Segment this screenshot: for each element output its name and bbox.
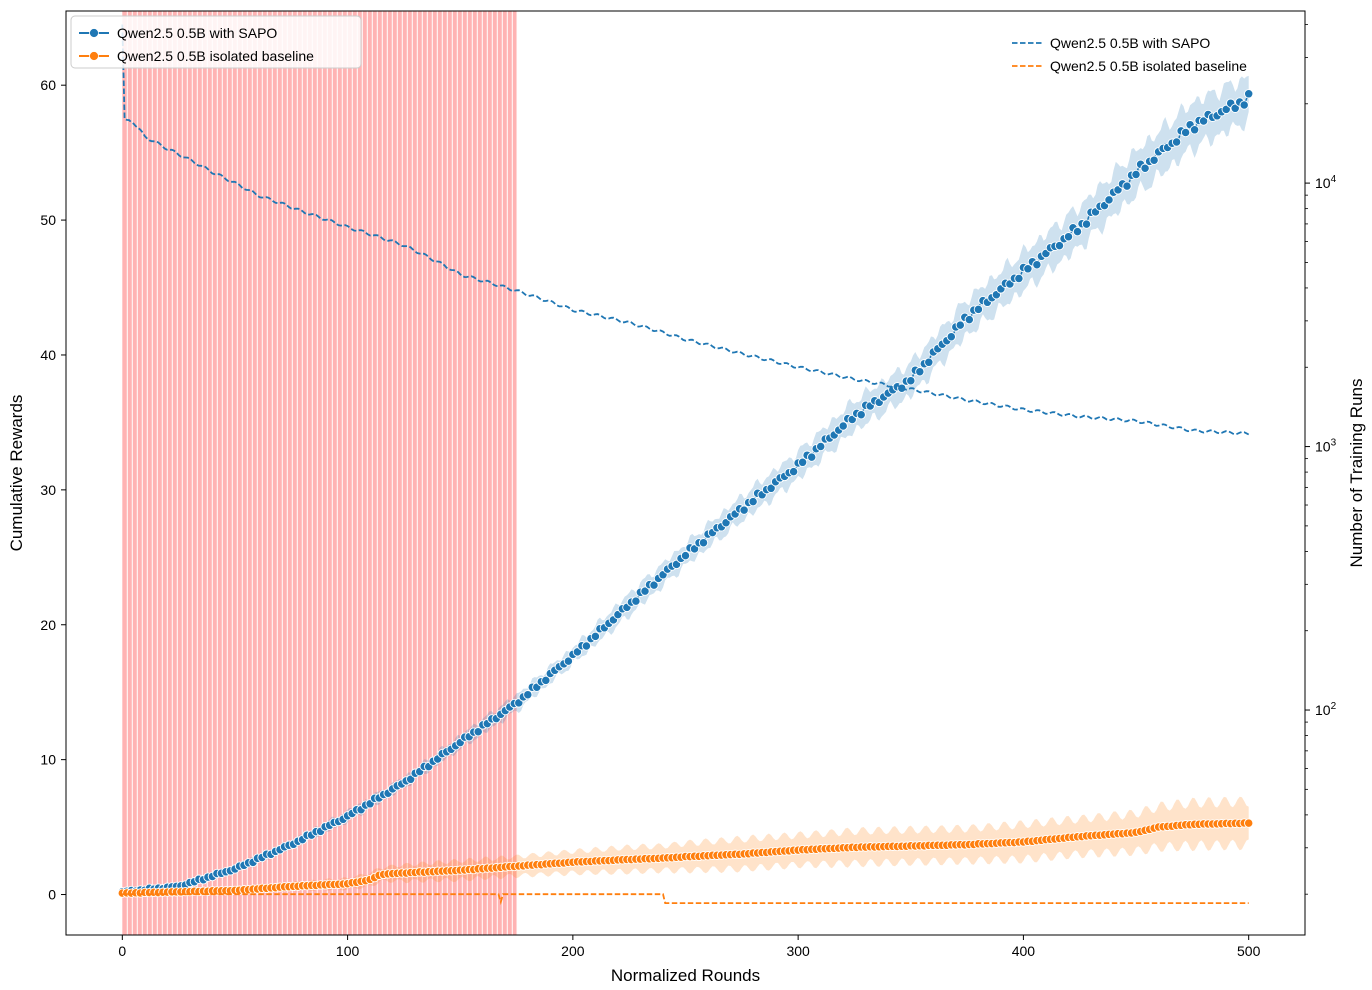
qwen2-5-0-5b-with-sapo-marker — [739, 505, 749, 515]
legend-left: Qwen2.5 0.5B with SAPO Qwen2.5 0.5B isola… — [70, 15, 362, 69]
qwen2-5-0-5b-with-sapo-training-runs-line — [121, 24, 1250, 436]
training-runs-lines — [121, 24, 1250, 906]
right-y-tick-label: 103 — [1315, 438, 1337, 455]
qwen2-5-0-5b-with-sapo-marker — [572, 647, 583, 657]
qwen2-5-0-5b-with-sapo-marker — [1180, 127, 1191, 138]
qwen2-5-0-5b-with-sapo-marker — [1023, 264, 1033, 274]
qwen2-5-0-5b-with-sapo-marker — [1244, 89, 1254, 99]
qwen2-5-0-5b-with-sapo-marker — [541, 675, 551, 686]
qwen2-5-0-5b-with-sapo-marker — [797, 457, 808, 467]
qwen2-5-0-5b-with-sapo-marker — [1032, 260, 1042, 270]
qwen2-5-0-5b-with-sapo-marker — [906, 376, 916, 386]
qwen2-5-0-5b-with-sapo-marker — [523, 690, 533, 700]
y-tick-label: 50 — [40, 212, 56, 228]
qwen2-5-0-5b-with-sapo-marker — [1198, 116, 1209, 126]
legend-label: Qwen2.5 0.5B with SAPO — [1050, 35, 1210, 51]
legend-box — [70, 15, 362, 69]
qwen2-5-0-5b-with-sapo-marker — [924, 357, 934, 367]
x-tick-label: 500 — [1237, 943, 1261, 959]
qwen2-5-0-5b-with-sapo-marker — [816, 441, 826, 452]
legend-marker — [89, 28, 99, 38]
legend-label: Qwen2.5 0.5B with SAPO — [117, 25, 277, 41]
qwen2-5-0-5b-with-sapo-marker — [563, 656, 574, 666]
qwen2-5-0-5b-with-sapo-marker — [1131, 169, 1141, 180]
qwen2-5-0-5b-with-sapo-marker — [748, 496, 758, 507]
qwen2-5-0-5b-with-sapo-marker — [847, 414, 857, 425]
x-tick-label: 100 — [336, 943, 360, 959]
qwen2-5-0-5b-with-sapo-marker — [581, 641, 592, 651]
qwen2-5-0-5b-with-sapo-marker — [1171, 137, 1182, 147]
qwen2-5-0-5b-with-sapo-marker — [640, 586, 650, 596]
qwen2-5-0-5b-with-sapo-marker — [1189, 125, 1200, 135]
legend-label: Qwen2.5 0.5B isolated baseline — [1050, 58, 1247, 74]
right-y-axis-label: Number of Training Runs — [1347, 379, 1366, 568]
qwen2-5-0-5b-with-sapo-marker — [964, 314, 974, 325]
x-tick-label: 0 — [118, 943, 126, 959]
qwen2-5-0-5b-with-sapo-marker — [1054, 240, 1065, 251]
qwen2-5-0-5b-with-sapo-marker — [807, 452, 817, 462]
qwen2-5-0-5b-isolated-baseline-marker — [1244, 818, 1254, 828]
qwen2-5-0-5b-with-sapo-marker — [915, 367, 925, 377]
x-axis-ticks: 0 100 200 300 400 500 — [118, 935, 1261, 959]
right-y-axis-ticks: 102 103 104 — [1305, 24, 1337, 895]
qwen2-5-0-5b-with-sapo-marker — [856, 410, 866, 420]
y-axis-ticks: 0 10 20 30 40 50 60 — [40, 77, 66, 903]
qwen2-5-0-5b-with-sapo-marker — [1081, 219, 1092, 229]
qwen2-5-0-5b-with-sapo-marker — [838, 421, 848, 431]
qwen2-5-0-5b-with-sapo-marker — [766, 483, 776, 493]
plot-frame — [65, 10, 1306, 936]
qwen2-5-0-5b-with-sapo-marker — [1230, 103, 1240, 113]
qwen2-5-0-5b-isolated-baseline-training-runs-line — [122, 893, 1249, 906]
qwen2-5-0-5b-with-sapo-band — [122, 75, 1249, 894]
qwen2-5-0-5b-with-sapo-marker — [1063, 232, 1074, 242]
shaded-region — [122, 11, 517, 935]
series-markers — [117, 89, 1254, 898]
training-phase-shading — [122, 11, 517, 935]
legend-marker — [89, 51, 99, 61]
qwen2-5-0-5b-with-sapo-marker — [1014, 273, 1024, 284]
legend-right: Qwen2.5 0.5B with SAPO Qwen2.5 0.5B isola… — [1012, 35, 1247, 74]
qwen2-5-0-5b-with-sapo-marker — [1072, 226, 1083, 237]
x-tick-label: 300 — [786, 943, 810, 959]
qwen2-5-0-5b-with-sapo-marker — [1122, 181, 1132, 191]
y-tick-label: 10 — [40, 752, 56, 768]
right-y-tick-label: 104 — [1315, 174, 1337, 191]
qwen2-5-0-5b-with-sapo-marker — [590, 631, 601, 642]
qwen2-5-0-5b-with-sapo-marker — [406, 774, 416, 784]
qwen2-5-0-5b-with-sapo-marker — [1239, 100, 1249, 110]
y-tick-label: 60 — [40, 77, 56, 93]
qwen2-5-0-5b-with-sapo-marker — [473, 727, 483, 737]
qwen2-5-0-5b-with-sapo-marker — [689, 544, 700, 554]
y-tick-label: 30 — [40, 482, 56, 498]
y-tick-label: 40 — [40, 347, 56, 363]
qwen2-5-0-5b-with-sapo-marker — [631, 596, 641, 606]
y-axis-label: Cumulative Rewards — [7, 395, 26, 552]
qwen2-5-0-5b-with-sapo-marker — [946, 332, 956, 342]
qwen2-5-0-5b-with-sapo-marker — [649, 580, 659, 590]
qwen2-5-0-5b-with-sapo-marker — [788, 466, 799, 477]
x-tick-label: 400 — [1012, 943, 1036, 959]
qwen2-5-0-5b-with-sapo-marker — [698, 538, 709, 548]
qwen2-5-0-5b-with-sapo-marker — [973, 304, 984, 315]
qwen2-5-0-5b-with-sapo-marker — [955, 320, 965, 330]
y-tick-label: 0 — [48, 887, 56, 903]
right-y-tick-label: 102 — [1315, 701, 1337, 718]
qwen2-5-0-5b-with-sapo-marker — [1149, 155, 1159, 165]
x-axis-label: Normalized Rounds — [611, 966, 760, 985]
qwen2-5-0-5b-with-sapo-marker — [1221, 104, 1231, 115]
qwen2-5-0-5b-with-sapo-marker — [1104, 195, 1114, 205]
qwen2-5-0-5b-with-sapo-marker — [1140, 163, 1150, 173]
x-tick-label: 200 — [561, 943, 585, 959]
legend-label: Qwen2.5 0.5B isolated baseline — [117, 48, 314, 64]
y-tick-label: 20 — [40, 617, 56, 633]
qwen2-5-0-5b-with-sapo-marker — [680, 550, 691, 561]
